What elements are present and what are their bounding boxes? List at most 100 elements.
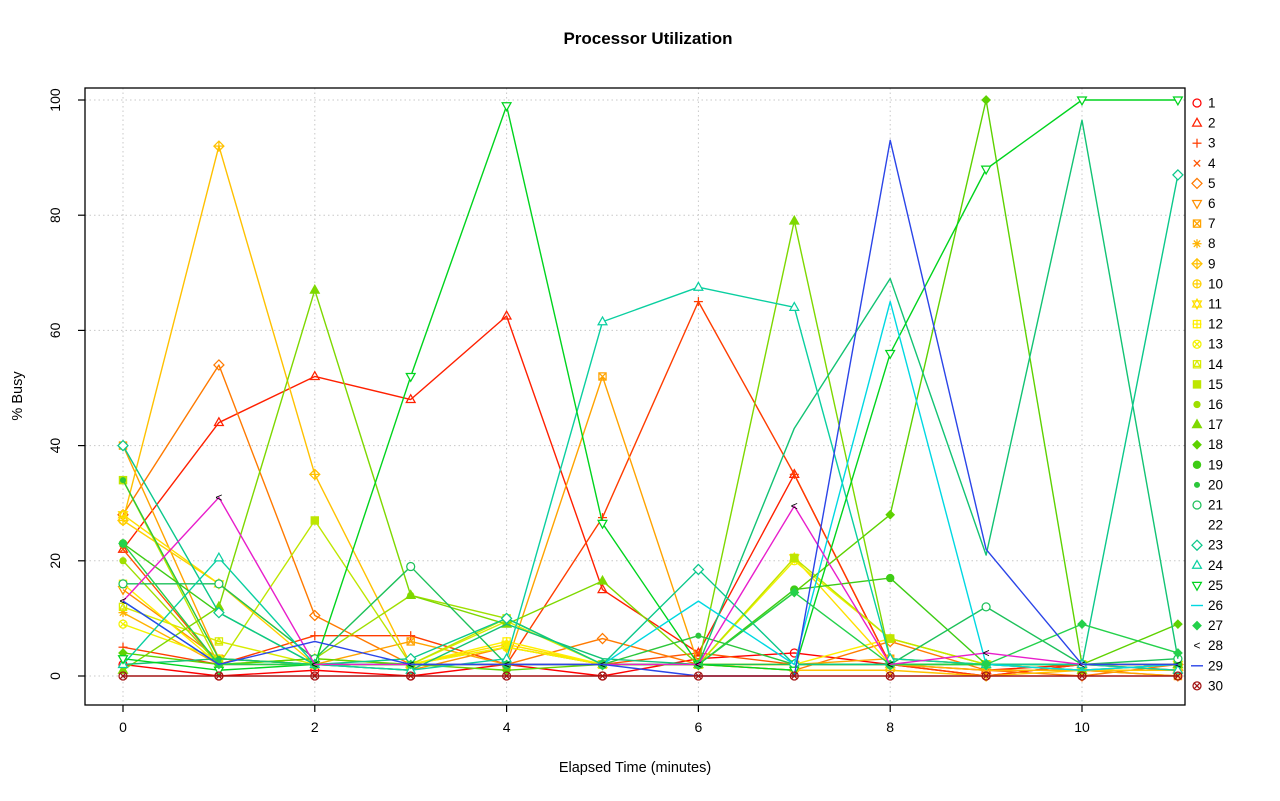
legend-item-9: 9 (1191, 256, 1216, 271)
marker-circle-cross-icon (407, 672, 415, 680)
series-17 (117, 214, 1184, 674)
y-tick-label: 60 (47, 322, 63, 338)
marker-triangle-open-icon (597, 583, 608, 594)
marker-triangle-down-white-icon (788, 666, 800, 677)
series-2 (117, 309, 1184, 674)
gridlines (85, 88, 1185, 705)
series-27 (118, 538, 1183, 670)
x-tick-label: 10 (1074, 719, 1090, 735)
legend-label-10: 10 (1208, 276, 1223, 291)
legend-item-28: <28 (1193, 638, 1223, 653)
series-26 (122, 300, 1178, 671)
plot-box (84, 87, 1186, 706)
legend-item-29: 29 (1191, 658, 1223, 673)
marker-circle-white-icon (118, 579, 128, 589)
legend-label-23: 23 (1208, 538, 1223, 553)
marker-diamond-open-icon (308, 609, 321, 622)
x-axis-label: Elapsed Time (minutes) (559, 760, 711, 776)
marker-circle-cross-icon (1077, 671, 1087, 681)
marker-triangle-filled-icon (117, 664, 129, 674)
legend-marker-13 (1192, 339, 1202, 349)
marker-triangle-down-white-icon (117, 655, 129, 665)
marker-diamond-white-icon (500, 612, 513, 625)
legend-item-4: 4 (1193, 156, 1216, 171)
marker-triangle-filled-icon (597, 574, 608, 585)
marker-square-triangle-icon (214, 636, 224, 645)
marker-circle-cross-icon (406, 671, 416, 681)
legend-marker-19 (1192, 460, 1202, 470)
marker-circle-cross-icon (1173, 671, 1183, 681)
marker-circle-filled-icon (885, 573, 895, 583)
legend-marker-9 (1191, 257, 1203, 270)
marker-circle-cross-icon (885, 671, 895, 681)
legend-item-13: 13 (1192, 337, 1223, 352)
legend-marker-2 (1191, 117, 1203, 127)
legend-marker-28: < (1193, 639, 1200, 653)
marker-circle-cross-icon (118, 671, 128, 681)
legend-marker-11 (1191, 300, 1203, 311)
legend-label-14: 14 (1208, 357, 1224, 372)
x-tick-label: 6 (695, 719, 703, 735)
marker-chevron-icon: < (983, 646, 990, 660)
marker-circle-cross-icon (789, 671, 799, 681)
marker-circle-x-icon (118, 619, 128, 629)
legend-item-1: 1 (1192, 96, 1216, 111)
legend-item-18: 18 (1192, 437, 1223, 452)
legend-item-22: 22 (1208, 518, 1223, 533)
marker-circle-filled-small-icon (119, 557, 127, 565)
marker-circle-cross-icon (981, 671, 991, 681)
y-axis-label: % Busy (10, 371, 26, 421)
marker-chevron-icon: < (695, 657, 702, 671)
legend-label-19: 19 (1208, 457, 1223, 472)
marker-triangle-down-white-icon (405, 372, 417, 383)
series-line-24 (122, 286, 1178, 671)
legend-item-6: 6 (1191, 196, 1216, 211)
legend-marker-30 (1193, 682, 1201, 690)
series-30 (118, 671, 1183, 681)
marker-triangle-white-icon (213, 551, 225, 562)
legend-marker-16 (1193, 400, 1201, 409)
legend-label-6: 6 (1208, 196, 1216, 211)
legend-label-22: 22 (1208, 518, 1223, 533)
marker-diamond-filled-icon (981, 659, 991, 670)
marker-chevron-icon: < (887, 657, 894, 671)
marker-circle-cross-icon (502, 672, 511, 680)
marker-circle-cross-icon (1174, 672, 1182, 680)
legend-item-10: 10 (1192, 276, 1223, 291)
series-line-29 (122, 139, 1178, 677)
legend-label-2: 2 (1208, 116, 1216, 131)
marker-circle-white-icon (981, 602, 991, 612)
legend-marker-24 (1191, 559, 1203, 569)
marker-circle-cross-icon (311, 672, 319, 680)
legend-item-3: 3 (1192, 136, 1216, 151)
marker-circle-cross-icon (1078, 672, 1086, 680)
legend-marker-15 (1192, 380, 1202, 389)
marker-diamond-open-icon (596, 632, 609, 645)
marker-square-filled-icon (885, 634, 895, 643)
legend-label-30: 30 (1208, 678, 1223, 693)
marker-diamond-filled-icon (885, 509, 896, 520)
plot-area: <<< < < < <<<<< < (117, 95, 1184, 683)
legend: 1234567891011121314151617181920212223242… (1191, 96, 1224, 693)
marker-circle-cross-icon (790, 672, 798, 680)
marker-triangle-open-icon (405, 393, 417, 404)
series-line-26 (122, 300, 1178, 671)
series-21 (118, 561, 1183, 670)
legend-label-7: 7 (1208, 216, 1216, 231)
y-tick-label: 80 (47, 207, 63, 223)
legend-label-13: 13 (1208, 337, 1223, 352)
legend-item-19: 19 (1192, 457, 1223, 472)
legend-marker-25 (1191, 581, 1203, 592)
legend-marker-4 (1193, 159, 1201, 167)
legend-label-8: 8 (1208, 236, 1216, 251)
marker-triangle-down-white-icon (501, 102, 513, 112)
legend-label-20: 20 (1208, 477, 1223, 492)
marker-circle-x-icon (502, 643, 511, 651)
legend-label-27: 27 (1208, 618, 1223, 633)
marker-triangle-open-icon (117, 543, 129, 553)
series-line-18 (122, 99, 1179, 671)
legend-label-18: 18 (1208, 437, 1223, 452)
marker-triangle-filled-icon (309, 284, 321, 294)
legend-label-29: 29 (1208, 658, 1223, 673)
legend-item-21: 21 (1192, 498, 1223, 513)
